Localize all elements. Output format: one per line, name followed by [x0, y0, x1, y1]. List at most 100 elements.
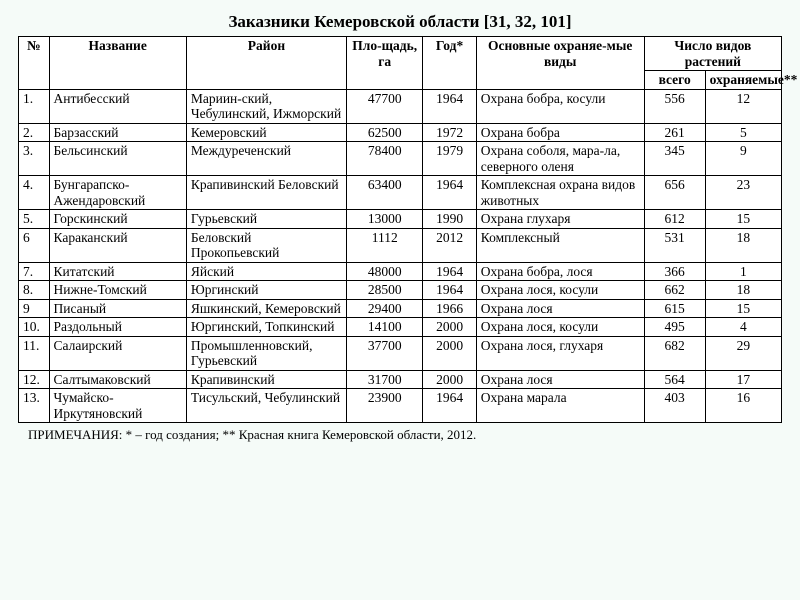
cell-name: Раздольный: [49, 318, 186, 337]
cell-name: Антибесский: [49, 89, 186, 123]
cell-prot: 15: [705, 299, 781, 318]
cell-total: 612: [644, 210, 705, 229]
cell-total: 403: [644, 389, 705, 423]
cell-name: Писаный: [49, 299, 186, 318]
cell-protected: Охрана лося: [476, 370, 644, 389]
cell-prot: 4: [705, 318, 781, 337]
cell-prot: 18: [705, 281, 781, 300]
cell-prot: 9: [705, 142, 781, 176]
cell-num: 6: [19, 228, 50, 262]
cell-protected: Комплексная охрана видов животных: [476, 176, 644, 210]
cell-prot: 18: [705, 228, 781, 262]
cell-year: 1964: [423, 281, 476, 300]
cell-name: Караканский: [49, 228, 186, 262]
cell-area: 63400: [347, 176, 423, 210]
cell-protected: Охрана марала: [476, 389, 644, 423]
table-row: 6КараканскийБеловский Прокопьевский11122…: [19, 228, 782, 262]
cell-protected: Охрана соболя, мара-ла, северного оленя: [476, 142, 644, 176]
th-year: Год*: [423, 37, 476, 90]
cell-district: Беловский Прокопьевский: [186, 228, 346, 262]
cell-area: 31700: [347, 370, 423, 389]
table-row: 8.Нижне-ТомскийЮргинский285001964Охрана …: [19, 281, 782, 300]
cell-area: 23900: [347, 389, 423, 423]
cell-district: Яйский: [186, 262, 346, 281]
cell-total: 345: [644, 142, 705, 176]
cell-area: 48000: [347, 262, 423, 281]
table-row: 11.СалаирскийПромышленновский, Гурьевски…: [19, 336, 782, 370]
cell-total: 682: [644, 336, 705, 370]
cell-year: 1964: [423, 262, 476, 281]
th-plants-group: Число видов растений: [644, 37, 781, 71]
cell-year: 1964: [423, 89, 476, 123]
table-row: 10.РаздольныйЮргинский, Топкинский141002…: [19, 318, 782, 337]
table-row: 2.БарзасскийКемеровский625001972Охрана б…: [19, 123, 782, 142]
cell-district: Мариин-ский, Чебулинский, Ижморский: [186, 89, 346, 123]
cell-district: Кемеровский: [186, 123, 346, 142]
cell-area: 13000: [347, 210, 423, 229]
page-title: Заказники Кемеровской области [31, 32, 1…: [18, 12, 782, 32]
cell-area: 29400: [347, 299, 423, 318]
cell-num: 13.: [19, 389, 50, 423]
cell-district: Яшкинский, Кемеровский: [186, 299, 346, 318]
cell-year: 1979: [423, 142, 476, 176]
th-plants-protected: охраняемые**: [705, 71, 781, 90]
cell-prot: 16: [705, 389, 781, 423]
cell-total: 556: [644, 89, 705, 123]
cell-area: 37700: [347, 336, 423, 370]
cell-year: 2000: [423, 336, 476, 370]
th-num: №: [19, 37, 50, 90]
table-header: № Название Район Пло-щадь, га Год* Основ…: [19, 37, 782, 90]
table-row: 5.ГорскинскийГурьевский130001990Охрана г…: [19, 210, 782, 229]
th-area: Пло-щадь, га: [347, 37, 423, 90]
cell-num: 1.: [19, 89, 50, 123]
th-name: Название: [49, 37, 186, 90]
cell-total: 656: [644, 176, 705, 210]
cell-total: 564: [644, 370, 705, 389]
cell-num: 10.: [19, 318, 50, 337]
table-row: 12.СалтымаковскийКрапивинский317002000Ох…: [19, 370, 782, 389]
cell-year: 1972: [423, 123, 476, 142]
cell-name: Салтымаковский: [49, 370, 186, 389]
cell-district: Промышленновский, Гурьевский: [186, 336, 346, 370]
cell-total: 531: [644, 228, 705, 262]
cell-district: Междуреченский: [186, 142, 346, 176]
cell-prot: 15: [705, 210, 781, 229]
cell-num: 8.: [19, 281, 50, 300]
cell-protected: Охрана лося, косули: [476, 281, 644, 300]
cell-num: 5.: [19, 210, 50, 229]
cell-prot: 1: [705, 262, 781, 281]
cell-year: 1964: [423, 389, 476, 423]
cell-num: 9: [19, 299, 50, 318]
footnote: ПРИМЕЧАНИЯ: * – год создания; ** Красная…: [18, 427, 782, 443]
cell-year: 2000: [423, 318, 476, 337]
cell-total: 615: [644, 299, 705, 318]
cell-prot: 5: [705, 123, 781, 142]
cell-protected: Охрана лося, косули: [476, 318, 644, 337]
th-plants-total: всего: [644, 71, 705, 90]
cell-name: Салаирский: [49, 336, 186, 370]
cell-name: Бельсинский: [49, 142, 186, 176]
table-row: 4.Бунгарапско-АжендаровскийКрапивинский …: [19, 176, 782, 210]
cell-year: 1964: [423, 176, 476, 210]
table-row: 1.АнтибесскийМариин-ский, Чебулинский, И…: [19, 89, 782, 123]
cell-area: 1112: [347, 228, 423, 262]
cell-year: 2000: [423, 370, 476, 389]
cell-prot: 29: [705, 336, 781, 370]
th-protected: Основные охраняе-мые виды: [476, 37, 644, 90]
cell-area: 47700: [347, 89, 423, 123]
table-row: 7.КитатскийЯйский480001964Охрана бобра, …: [19, 262, 782, 281]
reserves-table: № Название Район Пло-щадь, га Год* Основ…: [18, 36, 782, 423]
cell-area: 14100: [347, 318, 423, 337]
cell-area: 28500: [347, 281, 423, 300]
cell-year: 2012: [423, 228, 476, 262]
cell-total: 495: [644, 318, 705, 337]
table-row: 3.БельсинскийМеждуреченский784001979Охра…: [19, 142, 782, 176]
cell-protected: Охрана бобра: [476, 123, 644, 142]
cell-name: Бунгарапско-Ажендаровский: [49, 176, 186, 210]
cell-total: 261: [644, 123, 705, 142]
cell-year: 1990: [423, 210, 476, 229]
cell-num: 12.: [19, 370, 50, 389]
cell-num: 3.: [19, 142, 50, 176]
cell-name: Китатский: [49, 262, 186, 281]
cell-prot: 17: [705, 370, 781, 389]
